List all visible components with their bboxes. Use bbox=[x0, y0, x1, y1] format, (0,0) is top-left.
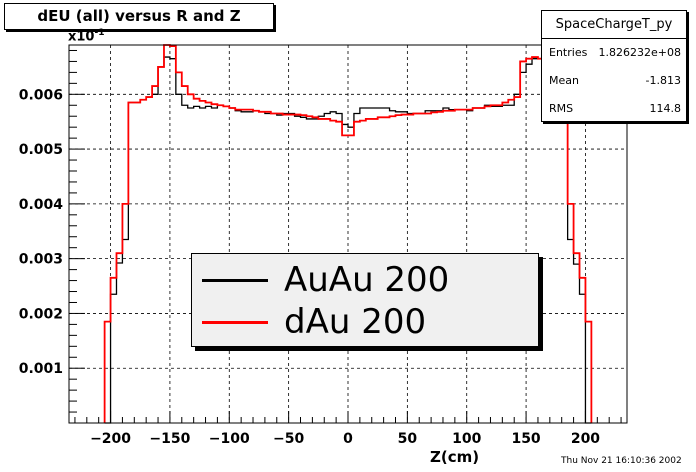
y-tick-label: 0.002 bbox=[19, 306, 63, 322]
legend-label-dau: dAu 200 bbox=[284, 302, 427, 342]
plot-title: dEU (all) versus R and Z bbox=[4, 3, 274, 30]
x-tick-label: 150 bbox=[511, 431, 540, 447]
x-axis-label: Z(cm) bbox=[430, 448, 480, 466]
stats-row-entries: Entries 1.826232e+08 bbox=[542, 39, 686, 67]
stats-row-mean: Mean -1.813 bbox=[542, 67, 686, 95]
x-tick-label: 0 bbox=[343, 431, 353, 447]
legend-swatch-auau bbox=[202, 279, 268, 282]
stats-row-rms: RMS 114.8 bbox=[542, 95, 686, 123]
entries-label: Entries bbox=[549, 46, 588, 59]
x-tick-label: −150 bbox=[149, 431, 190, 447]
timestamp: Thu Nov 21 16:10:36 2002 bbox=[561, 456, 682, 466]
entries-value: 1.826232e+08 bbox=[598, 46, 681, 59]
mean-label: Mean bbox=[549, 74, 579, 87]
x-tick-label: −50 bbox=[273, 431, 304, 447]
x-tick-label: 50 bbox=[398, 431, 418, 447]
axis-ticks: −200 −150 −100 −50 0 50 100 150 200 0.001 0.002 0.0… bbox=[19, 49, 622, 447]
y-tick-label: 0.005 bbox=[19, 142, 63, 158]
stats-box-title: SpaceChargeT_py bbox=[542, 11, 686, 39]
y-axis-exponent: x10-1 bbox=[68, 28, 105, 45]
legend-swatch-dau bbox=[202, 321, 268, 324]
legend-label-auau: AuAu 200 bbox=[284, 260, 450, 300]
y-tick-label: 0.006 bbox=[19, 87, 63, 103]
y-tick-label: 0.003 bbox=[19, 252, 63, 268]
rms-value: 114.8 bbox=[649, 102, 682, 115]
series-line-auau bbox=[104, 56, 592, 424]
mean-value: -1.813 bbox=[645, 74, 681, 87]
series-layer bbox=[103, 44, 593, 424]
x-tick-label: −200 bbox=[90, 431, 131, 447]
y-tick-label: 0.001 bbox=[19, 361, 63, 377]
stats-box: SpaceChargeT_py Entries 1.826232e+08 Mea… bbox=[541, 10, 687, 122]
x-tick-label: 100 bbox=[452, 431, 481, 447]
series-line-dau bbox=[103, 44, 593, 423]
x-tick-label: −100 bbox=[209, 431, 250, 447]
rms-label: RMS bbox=[549, 102, 574, 115]
x-tick-label: 200 bbox=[571, 431, 600, 447]
y-tick-label: 0.004 bbox=[19, 197, 64, 213]
legend: AuAu 200 dAu 200 bbox=[191, 253, 539, 347]
